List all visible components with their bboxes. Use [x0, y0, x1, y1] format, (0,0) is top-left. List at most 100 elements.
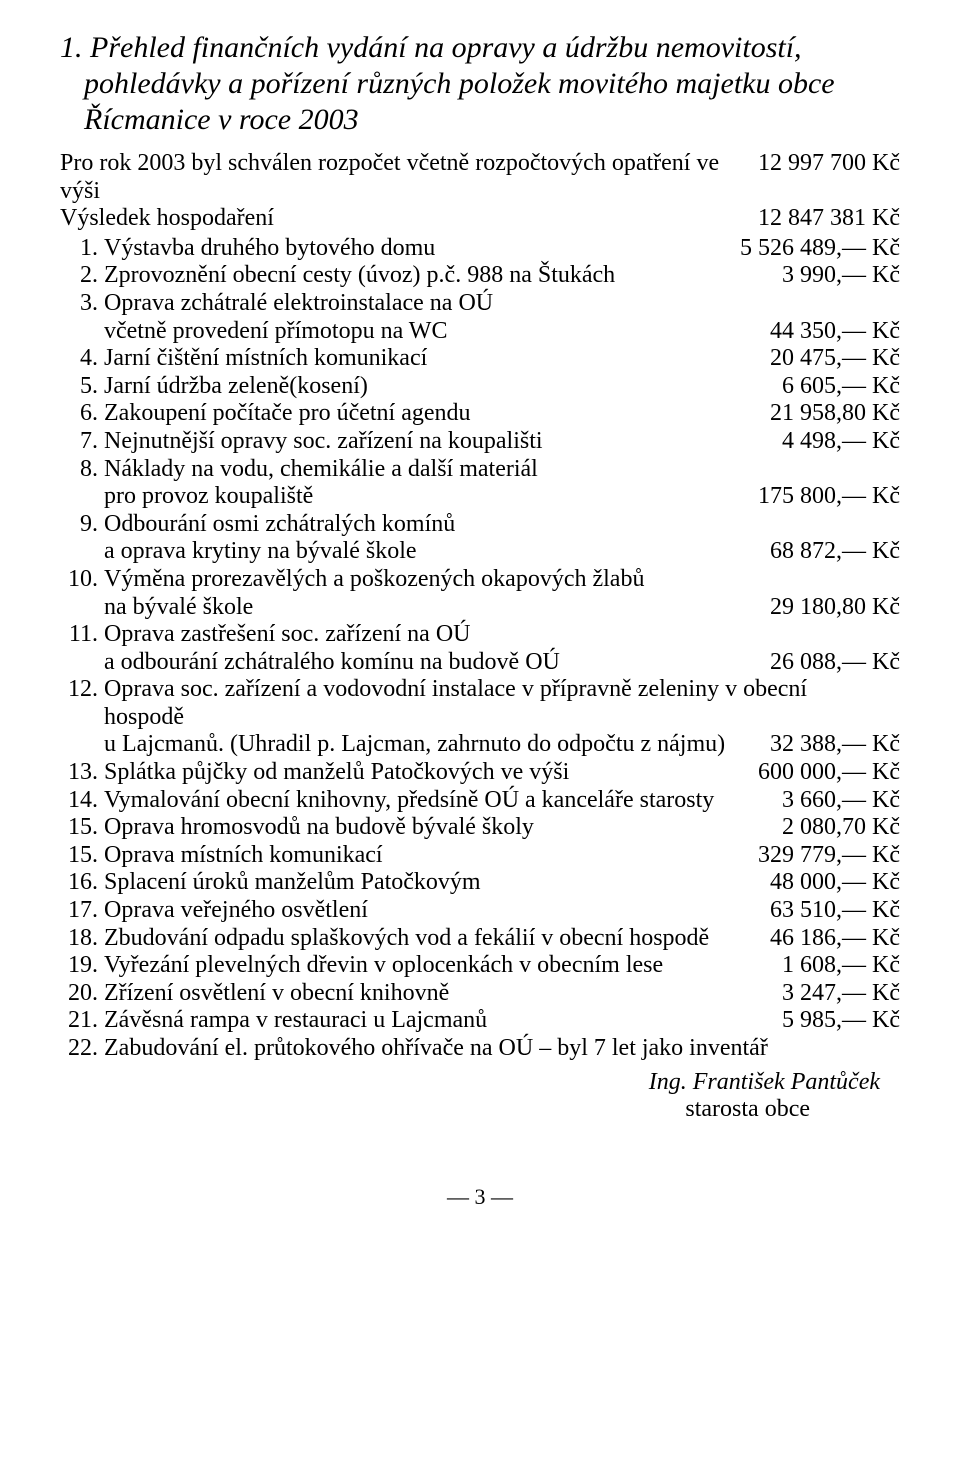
list-item: 9.Odbourání osmi zchátralých komínůa opr…	[60, 511, 900, 566]
budget-amount: 12 997 700 Kč	[758, 150, 900, 205]
list-item-text: Odbourání osmi zchátralých komínů	[104, 511, 465, 539]
list-item-number: 17.	[60, 897, 104, 925]
list-item-body: Zprovoznění obecní cesty (úvoz) p.č. 988…	[104, 262, 900, 290]
list-item-amount: 29 180,80 Kč	[770, 594, 900, 622]
list-item: 13.Splátka půjčky od manželů Patočkových…	[60, 759, 900, 787]
list-item-amount: 175 800,— Kč	[758, 483, 900, 511]
list-item-body: Výstavba druhého bytového domu5 526 489,…	[104, 235, 900, 263]
list-item-line: Oprava místních komunikací329 779,— Kč	[104, 842, 900, 870]
list-item-body: Splátka půjčky od manželů Patočkových ve…	[104, 759, 900, 787]
list-item-body: Náklady na vodu, chemikálie a další mate…	[104, 456, 900, 511]
list-item-amount: 3 660,— Kč	[782, 787, 900, 815]
signature-role: starosta obce	[60, 1096, 880, 1124]
list-item-text: Oprava soc. zařízení a vodovodní instala…	[104, 676, 900, 731]
intro-text: Pro rok 2003 byl schválen rozpočet včetn…	[60, 150, 758, 205]
list-item-amount: 68 872,— Kč	[770, 538, 900, 566]
list-item-amount: 32 388,— Kč	[770, 731, 900, 759]
list-item-number: 13.	[60, 759, 104, 787]
list-item: 15.Oprava místních komunikací329 779,— K…	[60, 842, 900, 870]
list-item-amount: 63 510,— Kč	[770, 897, 900, 925]
list-item-line: Vymalování obecní knihovny, předsíně OÚ …	[104, 787, 900, 815]
list-item-number: 12.	[60, 676, 104, 704]
list-item-text: Zbudování odpadu splaškových vod a fekál…	[104, 925, 719, 953]
list-item-amount: 5 526 489,— Kč	[740, 235, 900, 263]
list-item-amount: 5 985,— Kč	[782, 1007, 900, 1035]
list-item-line: Náklady na vodu, chemikálie a další mate…	[104, 456, 900, 484]
list-item-text: Oprava hromosvodů na budově bývalé školy	[104, 814, 544, 842]
list-item-amount: 3 990,— Kč	[782, 262, 900, 290]
list-item-text: Oprava zastřešení soc. zařízení na OÚ	[104, 621, 481, 649]
list-item: 18.Zbudování odpadu splaškových vod a fe…	[60, 925, 900, 953]
list-item-number: 1.	[60, 235, 104, 263]
list-item-text: Zabudování el. průtokového ohřívače na O…	[104, 1035, 778, 1063]
list-item-text: Jarní čištění místních komunikací	[104, 345, 437, 373]
signature: Ing. František Pantůček starosta obce	[60, 1069, 900, 1124]
list-item: 12.Oprava soc. zařízení a vodovodní inst…	[60, 676, 900, 759]
list-item-number: 11.	[60, 621, 104, 649]
list-item-text: Náklady na vodu, chemikálie a další mate…	[104, 456, 548, 484]
list-item-amount: 26 088,— Kč	[770, 649, 900, 677]
list-item-body: Zakoupení počítače pro účetní agendu21 9…	[104, 400, 900, 428]
expense-list: 1.Výstavba druhého bytového domu5 526 48…	[60, 235, 900, 1063]
list-item: 7.Nejnutnější opravy soc. zařízení na ko…	[60, 428, 900, 456]
list-item-line: Zbudování odpadu splaškových vod a fekál…	[104, 925, 900, 953]
list-item-amount: 20 475,— Kč	[770, 345, 900, 373]
list-item-text: Oprava veřejného osvětlení	[104, 897, 378, 925]
list-item-number: 15.	[60, 814, 104, 842]
list-item: 19.Vyřezání plevelných dřevin v oplocenk…	[60, 952, 900, 980]
list-item-body: Oprava hromosvodů na budově bývalé školy…	[104, 814, 900, 842]
list-item: 21.Závěsná rampa v restauraci u Lajcmanů…	[60, 1007, 900, 1035]
list-item-text: Oprava místních komunikací	[104, 842, 393, 870]
list-item-text: Jarní údržba zeleně(kosení)	[104, 373, 378, 401]
list-item-line: Vyřezání plevelných dřevin v oplocenkách…	[104, 952, 900, 980]
list-item-number: 3.	[60, 290, 104, 318]
list-item-text: Zprovoznění obecní cesty (úvoz) p.č. 988…	[104, 262, 625, 290]
list-item-text: na bývalé škole	[104, 594, 263, 622]
list-item-body: Vyřezání plevelných dřevin v oplocenkách…	[104, 952, 900, 980]
list-item-text: Výměna prorezavělých a poškozených okapo…	[104, 566, 654, 594]
list-item-number: 2.	[60, 262, 104, 290]
list-item-body: Oprava zastřešení soc. zařízení na OÚa o…	[104, 621, 900, 676]
list-item-body: Výměna prorezavělých a poškozených okapo…	[104, 566, 900, 621]
list-item-number: 9.	[60, 511, 104, 539]
list-item-number: 19.	[60, 952, 104, 980]
list-item-line: Oprava hromosvodů na budově bývalé školy…	[104, 814, 900, 842]
list-item-amount: 4 498,— Kč	[782, 428, 900, 456]
list-item: 16.Splacení úroků manželům Patočkovým48 …	[60, 869, 900, 897]
list-item-number: 22.	[60, 1035, 104, 1063]
list-item: 22.Zabudování el. průtokového ohřívače n…	[60, 1035, 900, 1063]
list-item-body: Oprava místních komunikací329 779,— Kč	[104, 842, 900, 870]
list-item-number: 8.	[60, 456, 104, 484]
list-item-amount: 6 605,— Kč	[782, 373, 900, 401]
list-item-line: u Lajcmanů. (Uhradil p. Lajcman, zahrnut…	[104, 731, 900, 759]
list-item-line: na bývalé škole 29 180,80 Kč	[104, 594, 900, 622]
result-amount: 12 847 381 Kč	[758, 205, 900, 233]
list-item-line: včetně provedení přímotopu na WC 44 350,—…	[104, 318, 900, 346]
list-item-line: Výměna prorezavělých a poškozených okapo…	[104, 566, 900, 594]
list-item-body: Vymalování obecní knihovny, předsíně OÚ …	[104, 787, 900, 815]
list-item-text: včetně provedení přímotopu na WC	[104, 318, 457, 346]
list-item-amount: 44 350,— Kč	[770, 318, 900, 346]
list-item: 10.Výměna prorezavělých a poškozených ok…	[60, 566, 900, 621]
list-item-line: Závěsná rampa v restauraci u Lajcmanů5 9…	[104, 1007, 900, 1035]
list-item-body: Oprava veřejného osvětlení 63 510,— Kč	[104, 897, 900, 925]
intro-block: Pro rok 2003 byl schválen rozpočet včetn…	[60, 150, 900, 233]
list-item-line: Splacení úroků manželům Patočkovým48 000…	[104, 869, 900, 897]
page-number: — 3 —	[60, 1184, 900, 1209]
list-item-line: Jarní čištění místních komunikací 20 475,…	[104, 345, 900, 373]
list-item-number: 6.	[60, 400, 104, 428]
list-item-body: Jarní údržba zeleně(kosení) 6 605,— Kč	[104, 373, 900, 401]
list-item: 5.Jarní údržba zeleně(kosení)6 605,— Kč	[60, 373, 900, 401]
list-item-text: Vymalování obecní knihovny, předsíně OÚ …	[104, 787, 724, 815]
list-item-amount: 1 608,— Kč	[782, 952, 900, 980]
list-item: 1.Výstavba druhého bytového domu5 526 48…	[60, 235, 900, 263]
list-item-number: 16.	[60, 869, 104, 897]
list-item-line: Oprava zchátralé elektroinstalace na OÚ	[104, 290, 900, 318]
list-item-amount: 48 000,— Kč	[770, 869, 900, 897]
list-item-text: a odbourání zchátralého komínu na budově…	[104, 649, 570, 677]
list-item-body: Zbudování odpadu splaškových vod a fekál…	[104, 925, 900, 953]
list-item-amount: 3 247,— Kč	[782, 980, 900, 1008]
list-item-line: pro provoz koupaliště175 800,— Kč	[104, 483, 900, 511]
list-item-amount: 600 000,— Kč	[758, 759, 900, 787]
list-item-line: Zabudování el. průtokového ohřívače na O…	[104, 1035, 900, 1063]
